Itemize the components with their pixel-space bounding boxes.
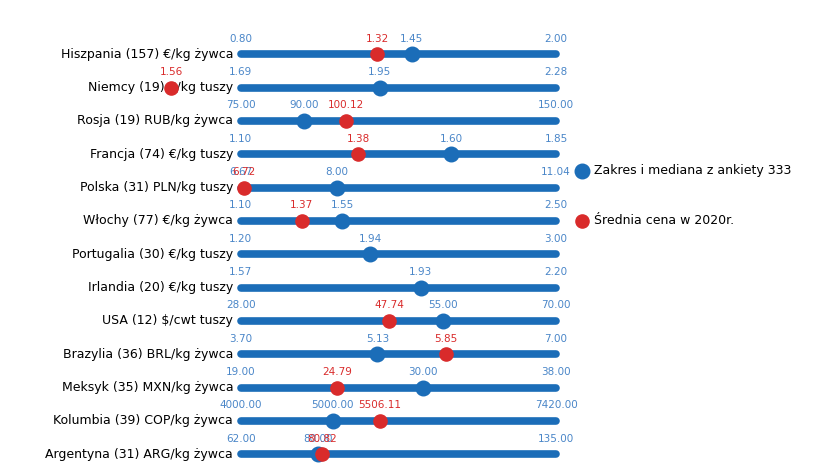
Text: Rosja (19) RUB/kg żywca: Rosja (19) RUB/kg żywca bbox=[77, 114, 233, 127]
Point bbox=[444, 151, 457, 158]
Text: 55.00: 55.00 bbox=[428, 300, 458, 310]
Text: 150.00: 150.00 bbox=[537, 100, 573, 110]
Text: 1.94: 1.94 bbox=[358, 234, 382, 244]
Text: 1.55: 1.55 bbox=[330, 200, 353, 210]
Text: 5506.11: 5506.11 bbox=[358, 400, 400, 410]
Text: Meksyk (35) MXN/kg żywca: Meksyk (35) MXN/kg żywca bbox=[61, 381, 233, 394]
Text: 19.00: 19.00 bbox=[225, 367, 256, 377]
Point bbox=[330, 184, 343, 191]
Text: Brazylia (36) BRL/kg żywca: Brazylia (36) BRL/kg żywca bbox=[63, 348, 233, 361]
Point bbox=[364, 250, 377, 258]
Text: 62.00: 62.00 bbox=[225, 434, 256, 444]
Text: 1.10: 1.10 bbox=[229, 200, 252, 210]
Text: 5.85: 5.85 bbox=[434, 333, 457, 343]
Text: 1.57: 1.57 bbox=[229, 267, 252, 277]
Point bbox=[373, 84, 386, 91]
Text: Francja (74) €/kg tuszy: Francja (74) €/kg tuszy bbox=[90, 148, 233, 161]
Text: Średnia cena w 2020r.: Średnia cena w 2020r. bbox=[593, 214, 733, 228]
Text: 7420.00: 7420.00 bbox=[534, 400, 577, 410]
Point bbox=[575, 217, 588, 225]
Text: 2.28: 2.28 bbox=[544, 67, 567, 77]
Text: USA (12) $/cwt tuszy: USA (12) $/cwt tuszy bbox=[102, 314, 233, 327]
Text: 1.69: 1.69 bbox=[229, 67, 252, 77]
Text: 4000.00: 4000.00 bbox=[219, 400, 261, 410]
Text: 1.95: 1.95 bbox=[368, 67, 391, 77]
Point bbox=[373, 417, 386, 425]
Point bbox=[439, 351, 452, 358]
Text: 38.00: 38.00 bbox=[541, 367, 570, 377]
Text: 47.74: 47.74 bbox=[373, 300, 404, 310]
Point bbox=[330, 384, 343, 391]
Text: 3.00: 3.00 bbox=[544, 234, 567, 244]
Point bbox=[311, 450, 324, 458]
Text: 2.50: 2.50 bbox=[544, 200, 567, 210]
Text: 100.12: 100.12 bbox=[328, 100, 364, 110]
Point bbox=[315, 450, 328, 458]
Point bbox=[370, 50, 383, 58]
Text: Argentyna (31) ARG/kg żywca: Argentyna (31) ARG/kg żywca bbox=[45, 447, 233, 461]
Text: 1.56: 1.56 bbox=[160, 67, 183, 77]
Text: Polska (31) PLN/kg tuszy: Polska (31) PLN/kg tuszy bbox=[79, 181, 233, 194]
Text: 1.32: 1.32 bbox=[365, 34, 388, 44]
Text: 1.45: 1.45 bbox=[400, 34, 423, 44]
Point bbox=[575, 167, 588, 175]
Point bbox=[382, 317, 395, 324]
Text: 8.00: 8.00 bbox=[325, 167, 348, 177]
Text: 75.00: 75.00 bbox=[225, 100, 256, 110]
Text: 1.38: 1.38 bbox=[346, 133, 369, 143]
Text: 24.79: 24.79 bbox=[322, 367, 351, 377]
Text: Włochy (77) €/kg żywca: Włochy (77) €/kg żywca bbox=[84, 214, 233, 228]
Text: 6.72: 6.72 bbox=[233, 167, 256, 177]
Text: 1.10: 1.10 bbox=[229, 133, 252, 143]
Text: 80.00: 80.00 bbox=[303, 434, 333, 444]
Text: 30.00: 30.00 bbox=[408, 367, 437, 377]
Text: Portugalia (30) €/kg tuszy: Portugalia (30) €/kg tuszy bbox=[72, 247, 233, 261]
Text: 2.00: 2.00 bbox=[544, 34, 567, 44]
Text: 11.04: 11.04 bbox=[541, 167, 570, 177]
Text: 2.20: 2.20 bbox=[544, 267, 567, 277]
Point bbox=[238, 184, 251, 191]
Text: 1.93: 1.93 bbox=[409, 267, 432, 277]
Point bbox=[335, 217, 348, 225]
Text: 5000.00: 5000.00 bbox=[311, 400, 354, 410]
Point bbox=[296, 117, 310, 124]
Point bbox=[405, 50, 418, 58]
Point bbox=[295, 217, 308, 225]
Point bbox=[416, 384, 429, 391]
Text: 28.00: 28.00 bbox=[225, 300, 256, 310]
Text: Irlandia (20) €/kg tuszy: Irlandia (20) €/kg tuszy bbox=[88, 281, 233, 294]
Text: 70.00: 70.00 bbox=[541, 300, 570, 310]
Point bbox=[351, 151, 364, 158]
Text: 90.00: 90.00 bbox=[288, 100, 318, 110]
Point bbox=[339, 117, 352, 124]
Text: 1.60: 1.60 bbox=[439, 133, 462, 143]
Text: Hiszpania (157) €/kg żywca: Hiszpania (157) €/kg żywca bbox=[61, 48, 233, 61]
Text: 5.13: 5.13 bbox=[365, 333, 388, 343]
Text: 1.85: 1.85 bbox=[544, 133, 567, 143]
Point bbox=[437, 317, 450, 324]
Text: 0.80: 0.80 bbox=[229, 34, 252, 44]
Text: Zakres i mediana z ankiety 333: Zakres i mediana z ankiety 333 bbox=[593, 164, 790, 177]
Point bbox=[370, 351, 383, 358]
Text: 7.00: 7.00 bbox=[544, 333, 567, 343]
Text: Niemcy (19) €/kg tuszy: Niemcy (19) €/kg tuszy bbox=[88, 81, 233, 94]
Text: 6.67: 6.67 bbox=[229, 167, 252, 177]
Text: Kolumbia (39) COP/kg żywca: Kolumbia (39) COP/kg żywca bbox=[53, 414, 233, 428]
Text: 1.20: 1.20 bbox=[229, 234, 252, 244]
Point bbox=[414, 284, 427, 291]
Point bbox=[165, 84, 178, 91]
Text: 3.70: 3.70 bbox=[229, 333, 252, 343]
Text: 1.37: 1.37 bbox=[290, 200, 313, 210]
Text: 135.00: 135.00 bbox=[537, 434, 573, 444]
Point bbox=[326, 417, 339, 425]
Text: 80.82: 80.82 bbox=[307, 434, 337, 444]
